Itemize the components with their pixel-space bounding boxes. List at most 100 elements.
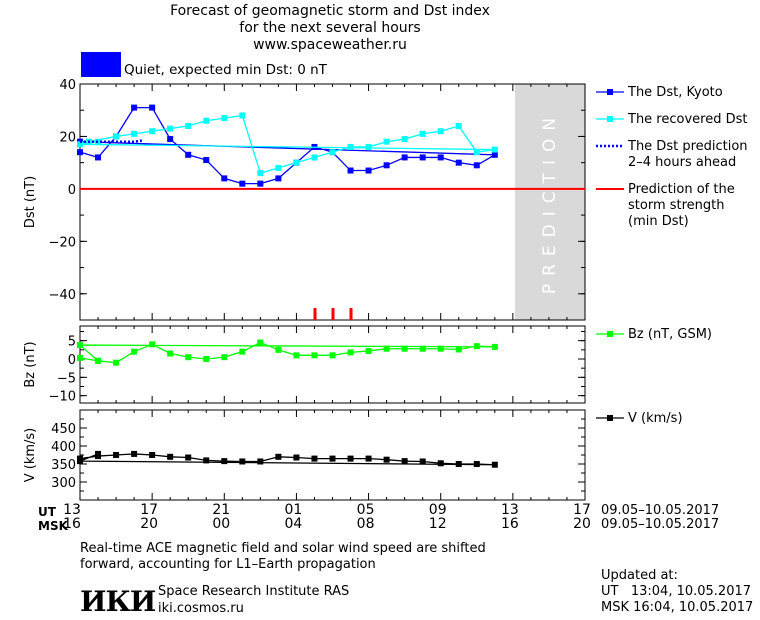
status-text: Quiet, expected min Dst: 0 nT bbox=[124, 62, 327, 78]
ut-tick-label: 21 bbox=[212, 502, 230, 518]
footer-note-line-2: forward, accounting for L1–Earth propaga… bbox=[80, 557, 376, 572]
legend-marker-0-1 bbox=[607, 116, 613, 122]
series-1-0-point bbox=[131, 348, 138, 355]
series-0-0-point bbox=[401, 154, 408, 161]
series-1-0-point bbox=[113, 359, 120, 366]
series-2-0-point bbox=[203, 457, 210, 464]
series-1-0-point bbox=[167, 350, 174, 357]
ut-tick-label: 05 bbox=[357, 502, 375, 518]
series-2-0-point bbox=[77, 458, 83, 465]
ut-date-range: 09.05–10.05.2017 bbox=[601, 503, 719, 518]
series-0-1-point bbox=[77, 141, 83, 148]
series-1-0-point bbox=[491, 343, 498, 350]
series-0-1-point bbox=[473, 149, 480, 156]
series-0-1-point bbox=[149, 128, 156, 135]
chart-canvas: PREDICTION 40 20 0 −20 −40 Dst (nT) The Dst, Ky… bbox=[23, 78, 748, 533]
series-0-0-point bbox=[221, 175, 228, 182]
series-0-0-point bbox=[239, 180, 246, 187]
legend-marker-2-0 bbox=[607, 415, 613, 421]
updated-ut: UT 13:04, 10.05.2017 bbox=[601, 584, 752, 599]
series-0-1-point bbox=[293, 159, 300, 166]
legend-marker-0-0 bbox=[607, 89, 613, 95]
panel-frame-1 bbox=[79, 325, 586, 404]
msk-tick-label: 12 bbox=[429, 516, 447, 532]
series-0-0-point bbox=[347, 167, 354, 174]
series-0-0-point bbox=[473, 162, 480, 169]
series-2-0-point bbox=[131, 450, 138, 457]
updated-block: Updated at: UT 13:04, 10.05.2017 MSK 16:… bbox=[601, 568, 753, 616]
legend-entry-text: The Dst, Kyoto bbox=[627, 85, 723, 100]
series-0-1-point bbox=[167, 125, 174, 132]
series-0-1-line bbox=[79, 114, 495, 174]
series-2-0-point bbox=[239, 458, 246, 465]
series-2-0-point bbox=[149, 452, 156, 458]
series-1-0-point bbox=[293, 352, 300, 359]
ylabel-0: Dst (nT) bbox=[23, 176, 38, 228]
series-1-0-point bbox=[401, 345, 408, 352]
series-2-0-point bbox=[383, 456, 390, 463]
legend-marker-1-0 bbox=[607, 331, 613, 337]
series-0-0-point bbox=[185, 151, 192, 158]
series-1-0-point bbox=[473, 343, 480, 350]
msk-tick-label: 16 bbox=[501, 516, 519, 532]
series-0-0-point bbox=[167, 136, 174, 143]
series-0-1-point bbox=[239, 112, 246, 119]
series-1-0-point bbox=[383, 345, 390, 352]
series-2-0-point bbox=[257, 458, 264, 465]
ytick-label: −5 bbox=[57, 371, 76, 386]
series-1-0-point bbox=[257, 339, 264, 346]
series-1-0-point bbox=[311, 352, 318, 359]
series-1-0-point bbox=[203, 356, 210, 362]
legend-entry-text: Bz (nT, GSM) bbox=[628, 327, 712, 342]
chart-title: Forecast of geomagnetic storm and Dst in… bbox=[0, 3, 660, 54]
series-1-0-point bbox=[329, 352, 336, 359]
ytick-label: 40 bbox=[59, 78, 76, 93]
ytick-label: −40 bbox=[49, 288, 76, 303]
series-0-1-point bbox=[347, 143, 354, 150]
series-2-0-point bbox=[329, 455, 336, 462]
series-1-0-point bbox=[77, 342, 83, 349]
series-1-0-line bbox=[78, 341, 495, 364]
ytick-label: 400 bbox=[51, 440, 76, 455]
institute-url[interactable]: iki.cosmos.ru bbox=[158, 601, 244, 616]
series-0-0-point bbox=[275, 175, 282, 182]
prediction-zone-label: PREDICTION bbox=[540, 110, 560, 294]
series-0-0-point bbox=[95, 154, 102, 161]
series-2-0-point bbox=[419, 458, 426, 465]
series-0-1-point bbox=[329, 149, 336, 156]
series-2-0-point bbox=[185, 454, 192, 461]
ytick-label: 20 bbox=[59, 130, 76, 145]
series-0-0-point bbox=[419, 154, 426, 161]
series-1-0-point bbox=[77, 354, 83, 361]
series-0-0-point bbox=[437, 154, 444, 161]
series-0-1-point bbox=[185, 122, 192, 129]
series-0-0-point bbox=[383, 162, 390, 169]
ut-tick-label: 17 bbox=[140, 502, 158, 518]
ytick-label: −20 bbox=[49, 235, 76, 250]
series-2-0-point bbox=[491, 461, 498, 468]
legend-entry-text: The recovered Dst bbox=[627, 112, 747, 127]
ut-tick-label: 13 bbox=[501, 502, 519, 518]
series-0-0-point bbox=[491, 151, 498, 158]
msk-date-range: 09.05–10.05.2017 bbox=[601, 517, 719, 532]
msk-label: MSK bbox=[38, 519, 69, 533]
series-1-0-point bbox=[149, 341, 156, 348]
series-0-1-point bbox=[275, 164, 282, 171]
series-2-0-point bbox=[221, 458, 228, 465]
ytick-label: 450 bbox=[51, 422, 76, 437]
series-2-0-point bbox=[473, 461, 480, 467]
title-line-3: www.spaceweather.ru bbox=[253, 37, 407, 53]
updated-msk: MSK 16:04, 10.05.2017 bbox=[601, 600, 754, 615]
prediction-zone bbox=[515, 84, 585, 320]
title-line-1: Forecast of geomagnetic storm and Dst in… bbox=[170, 3, 490, 19]
ut-tick-label: 01 bbox=[285, 502, 303, 518]
ytick-label: −10 bbox=[49, 390, 76, 405]
series-0-1-point bbox=[203, 117, 210, 124]
legend-entry-text: The Dst prediction bbox=[627, 139, 748, 154]
series-2-0-line bbox=[79, 453, 495, 466]
msk-tick-label: 00 bbox=[212, 516, 230, 532]
legend-entry-text: V (km/s) bbox=[628, 411, 683, 426]
msk-tick-label: 20 bbox=[140, 516, 158, 532]
series-0-1-point bbox=[437, 128, 444, 135]
series-2-0-point bbox=[365, 455, 372, 462]
